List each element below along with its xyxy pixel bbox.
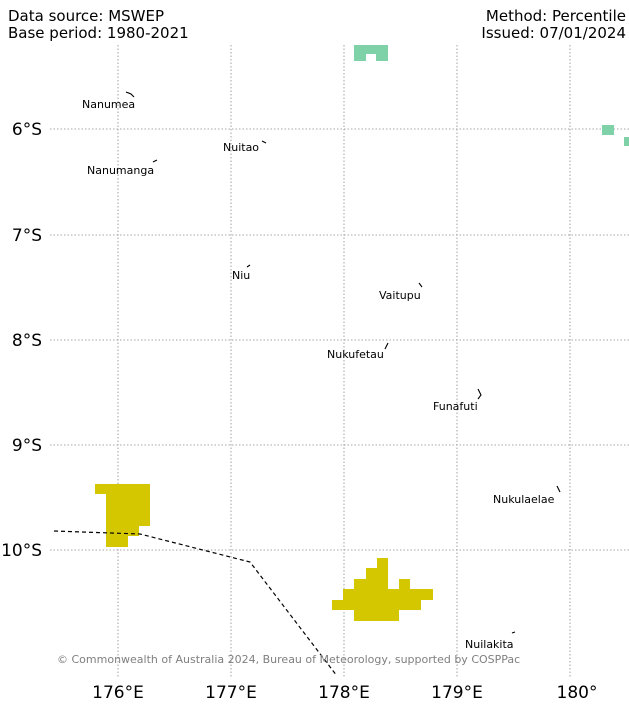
- island-labels: Nanumea Nuitao Nanumanga Niu Vaitupu Nuk…: [82, 98, 555, 651]
- nuitao-island-shape: [261, 140, 267, 144]
- green-anomaly-area: [354, 45, 629, 146]
- vaitupu-island-shape: [418, 282, 423, 288]
- nanumea-island-shape: [125, 91, 135, 98]
- island-label-niu: Niu: [232, 269, 250, 282]
- yellow-anomaly-area: [95, 484, 433, 621]
- island-label-nuilakita: Nuilakita: [465, 638, 514, 651]
- green-cell-east: [602, 125, 614, 135]
- latitude-label-9s: 9°S: [12, 436, 42, 456]
- issued-date-label: Issued: 07/01/2024: [481, 24, 626, 42]
- latitude-label-8s: 8°S: [12, 331, 42, 351]
- latitude-label-10s: 10°S: [1, 541, 42, 561]
- island-label-nanumea: Nanumea: [82, 98, 135, 111]
- graticule: [50, 45, 629, 678]
- longitude-label-176e: 176°E: [92, 683, 144, 703]
- longitude-label-180: 180°: [557, 683, 598, 703]
- island-label-vaitupu: Vaitupu: [379, 289, 421, 302]
- green-cell-edge: [624, 137, 629, 146]
- island-label-nuitao: Nuitao: [223, 141, 259, 154]
- yellow-area-west: [95, 484, 150, 547]
- island-label-nanumanga: Nanumanga: [87, 164, 154, 177]
- base-period-label: Base period: 1980-2021: [8, 24, 189, 42]
- island-label-funafuti: Funafuti: [433, 400, 478, 413]
- longitude-label-179e: 179°E: [431, 683, 483, 703]
- maritime-boundary-line: [53, 530, 338, 677]
- nukulaelae-island-shape: [556, 485, 561, 493]
- method-label: Method: Percentile: [485, 7, 626, 25]
- yellow-area-south: [332, 558, 433, 621]
- island-label-nukulaelae: Nukulaelae: [493, 493, 555, 506]
- copyright-notice: © Commonwealth of Australia 2024, Bureau…: [57, 653, 520, 666]
- green-cell-top: [354, 45, 388, 61]
- longitude-labels: 176°E 177°E 178°E 179°E 180°: [92, 683, 597, 703]
- latitude-labels: 6°S 7°S 8°S 9°S 10°S: [1, 120, 42, 561]
- longitude-label-177e: 177°E: [205, 683, 257, 703]
- island-label-nukufetau: Nukufetau: [327, 348, 384, 361]
- nanumanga-island-shape: [152, 159, 158, 163]
- latitude-label-7s: 7°S: [12, 226, 42, 246]
- latitude-label-6s: 6°S: [12, 120, 42, 140]
- funafuti-island-shape: [477, 388, 482, 400]
- island-shapes: [125, 91, 561, 634]
- nuilakita-island-shape: [511, 631, 516, 634]
- data-source-label: Data source: MSWEP: [8, 7, 165, 25]
- longitude-label-178e: 178°E: [318, 683, 370, 703]
- nukufetau-island-shape: [384, 342, 389, 350]
- niu-island-shape: [246, 264, 251, 268]
